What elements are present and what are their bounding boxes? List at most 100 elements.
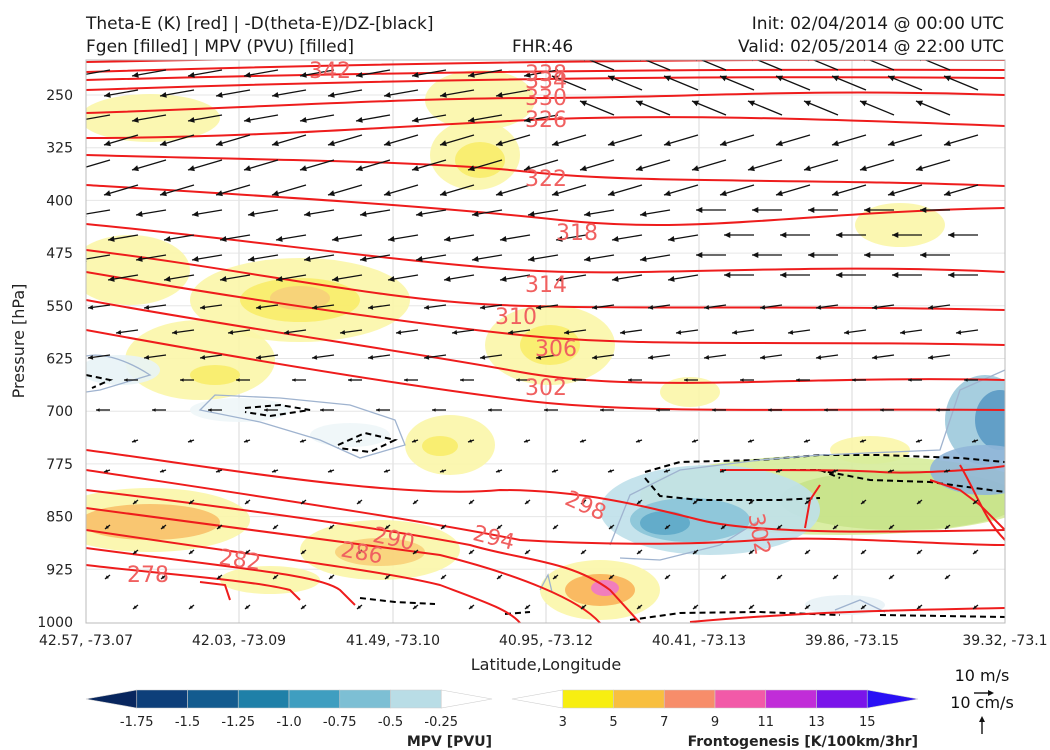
colorbar-swatch xyxy=(866,689,919,709)
theta-e-contour xyxy=(86,469,1005,546)
y-tick-label: 625 xyxy=(46,352,73,368)
wind-vector-head xyxy=(328,92,335,98)
wind-vector-head xyxy=(468,439,472,443)
wind-vector-head xyxy=(693,500,697,504)
wind-vector-head xyxy=(648,355,654,360)
wind-vector-head xyxy=(508,330,514,335)
wind-vector-head xyxy=(973,605,977,609)
axis-ticks: 42.57, -73.07 42.03, -73.09 41.49, -73.10 4… xyxy=(37,88,1047,649)
wind-vector-head xyxy=(581,500,585,504)
wind-vector-head xyxy=(160,469,164,473)
filled-region xyxy=(220,566,320,594)
wind-vector-head xyxy=(496,469,500,473)
wind-vector-head xyxy=(228,330,234,335)
wind-vector-head xyxy=(244,72,251,78)
wind-vector-head xyxy=(584,211,591,217)
wind-vector-head xyxy=(692,165,699,172)
y-tick-label: 775 xyxy=(46,457,73,473)
wind-vector-head xyxy=(244,439,248,443)
valid-time: Valid: 02/05/2014 @ 22:00 UTC xyxy=(738,37,1004,57)
wind-vector-head xyxy=(552,75,559,82)
wind-vector xyxy=(86,159,111,168)
wind-vector-head xyxy=(637,500,641,504)
colorbar-tick-label: -0.75 xyxy=(323,715,357,730)
wind-vector-head xyxy=(132,165,139,172)
colorbar-swatch xyxy=(339,689,391,709)
colorbar-swatch xyxy=(187,689,239,709)
wind-vector-head xyxy=(105,575,109,579)
filled-region xyxy=(425,70,535,130)
wind-vector-head xyxy=(804,165,811,172)
colorbar-tick-label: 15 xyxy=(859,715,876,730)
wind-vector-head xyxy=(525,500,529,504)
vector-key: 10 m/s 10 cm/s xyxy=(950,666,1014,734)
wind-vector-head xyxy=(360,256,367,262)
wind-vector-head xyxy=(780,272,787,278)
wind-vector-head xyxy=(916,165,923,172)
wind-vector-head xyxy=(480,355,486,360)
theta-e-label: 318 xyxy=(556,221,598,246)
wind-vector-head xyxy=(525,605,529,609)
wind-vector-head xyxy=(777,575,781,579)
forecast-hour: FHR:46 xyxy=(512,37,574,57)
wind-vector-head xyxy=(272,469,276,473)
wind-vector-head xyxy=(460,378,464,382)
colorbar-tick-label: 7 xyxy=(660,715,668,730)
filled-region xyxy=(310,423,390,447)
wind-vector-head xyxy=(276,276,283,282)
wind-vector-head xyxy=(584,256,591,262)
wind-vector-head xyxy=(608,75,615,82)
wind-vector-head xyxy=(553,525,557,529)
theta-e-contour xyxy=(719,465,1005,474)
wind-vector-head xyxy=(124,378,128,382)
wind-vector-head xyxy=(780,232,787,238)
wind-vector-head xyxy=(888,140,895,147)
wind-vector-head xyxy=(920,207,927,213)
wind-vector-head xyxy=(164,236,171,242)
wind-vector-head xyxy=(564,330,570,335)
wind-vector-head xyxy=(665,525,669,529)
colorbar-swatch xyxy=(765,689,817,709)
wind-vector-head xyxy=(76,72,83,78)
theta-e-contour xyxy=(689,607,1005,623)
wind-vector-head xyxy=(636,165,643,172)
wind-vector-head xyxy=(328,190,335,197)
colorbar-tick-label: -1.5 xyxy=(175,715,200,730)
wind-vector-head xyxy=(608,190,615,197)
wind-vector-head xyxy=(832,469,836,473)
colorbar-swatch xyxy=(288,689,341,709)
filled-region xyxy=(640,511,690,535)
wind-vector-head xyxy=(861,605,865,609)
wind-vector-head xyxy=(357,550,361,554)
theta-e-label: 278 xyxy=(127,563,169,588)
wind-vector-head xyxy=(808,252,815,258)
wind-vector-head xyxy=(368,305,374,310)
wind-vector-head xyxy=(272,140,279,147)
filled-region xyxy=(520,325,580,365)
wind-vector-head xyxy=(208,408,212,412)
wind-vector-head xyxy=(144,305,150,310)
wind-vector-head xyxy=(480,305,486,310)
wind-vector-head xyxy=(704,305,710,310)
wind-vector-head xyxy=(328,140,335,147)
filled-region xyxy=(591,580,619,596)
neg-ddz-contour xyxy=(86,374,114,389)
wind-vector-head xyxy=(133,605,137,609)
wind-vector-head xyxy=(892,272,899,278)
wind-vector-head xyxy=(908,378,912,382)
filled-region xyxy=(660,377,720,407)
wind-vector-head xyxy=(412,117,419,123)
wind-vector-head xyxy=(416,256,423,262)
wind-vector xyxy=(868,60,895,71)
wind-vector-head xyxy=(776,469,780,473)
wind-vector-head xyxy=(384,469,388,473)
wind-vector-head xyxy=(217,575,221,579)
wind-vector-head xyxy=(693,605,697,609)
wind-vector-head xyxy=(516,378,520,382)
theta-e-contour xyxy=(86,489,641,623)
wind-vector-head xyxy=(620,330,626,335)
wind-vector-head xyxy=(944,469,948,473)
wind-vector-head xyxy=(732,330,738,335)
wind-vector-head xyxy=(832,190,839,197)
wind-vector-head xyxy=(720,190,727,197)
